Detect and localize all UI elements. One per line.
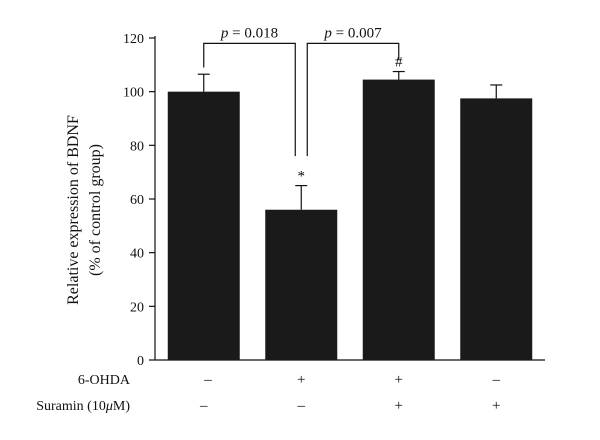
y-tick-label: 100	[123, 86, 144, 101]
comparison-annotations: p = 0.018 p = 0.007	[203, 25, 400, 157]
treatment-sign: +	[297, 372, 305, 388]
treatment-sign: –	[199, 398, 208, 414]
p-value-label: p = 0.007	[323, 25, 382, 41]
y-tick-label: 20	[130, 300, 144, 315]
comparison-bracket	[306, 42, 400, 157]
treatment-sign: +	[492, 398, 500, 414]
p-value-label: p = 0.018	[220, 25, 278, 41]
y-axis-title-line1: Relative expression of BDNF	[65, 115, 82, 305]
y-tick-label: 60	[130, 193, 144, 208]
bar	[362, 79, 435, 360]
treatment-sign: –	[203, 372, 212, 388]
treatment-row-label: Suramin (10μM)	[36, 399, 130, 414]
bar	[167, 91, 240, 361]
bars: *#	[167, 55, 533, 361]
y-axis-title-line2: (% of control group)	[87, 144, 104, 276]
y-tick-label: 80	[130, 139, 144, 154]
y-tick-label: 0	[137, 354, 144, 369]
bar	[265, 209, 338, 360]
treatment-sign: –	[297, 398, 306, 414]
treatment-sign: +	[395, 398, 403, 414]
y-tick-label: 40	[130, 247, 144, 262]
bar	[460, 98, 533, 360]
comparison-bracket	[203, 42, 296, 157]
significance-marker: #	[395, 55, 403, 71]
y-tick-label: 120	[123, 32, 144, 47]
treatment-rows: 6-OHDA – + + – Suramin (10μM) – – + +	[36, 372, 500, 414]
significance-marker: *	[298, 169, 306, 185]
treatment-sign: –	[492, 372, 501, 388]
treatment-sign: +	[395, 372, 403, 388]
treatment-row-label: 6-OHDA	[78, 373, 131, 388]
